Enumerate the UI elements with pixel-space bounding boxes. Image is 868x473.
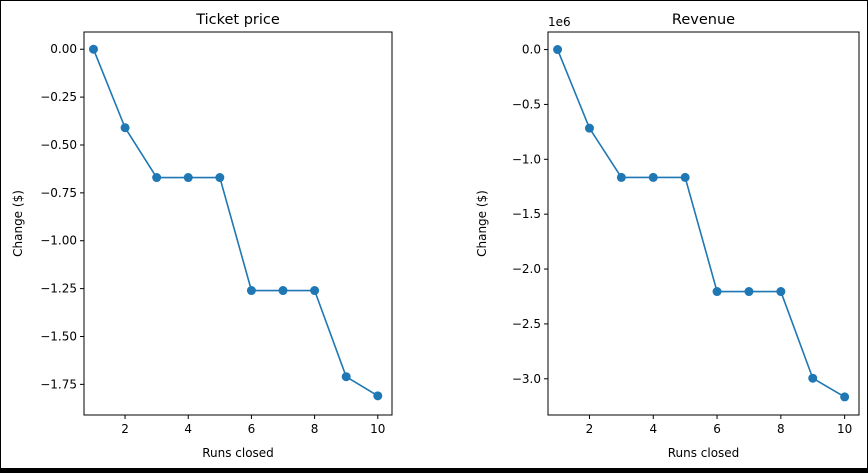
data-point [584, 123, 594, 133]
x-tick-label: 2 [121, 422, 129, 436]
series-line [92, 48, 379, 397]
series-line [556, 49, 846, 398]
y-tick-label: −1.25 [40, 282, 77, 296]
chart-panel-1: 2 4 6 8 10 0.00 −0.25 −0.50 −0.75 −1.00 −1.25 −1.50… [11, 12, 393, 460]
data-point [341, 372, 351, 382]
y-tick-label: −1.75 [40, 377, 77, 391]
y-tick-label: −0.25 [40, 90, 77, 104]
data-point [183, 173, 193, 183]
y-tick-label: −0.50 [40, 138, 77, 152]
y-tick-label: −2.0 [512, 262, 541, 276]
data-point [152, 173, 162, 183]
y-tick-label: −1.5 [512, 207, 541, 221]
y-offset-label: 1e6 [548, 15, 571, 29]
data-point [215, 173, 225, 183]
x-axis-label: Runs closed [202, 446, 274, 460]
data-point [776, 287, 786, 297]
data-point [373, 391, 383, 401]
x-tick-label: 4 [184, 422, 192, 436]
x-tick-label: 6 [713, 422, 721, 436]
chart-title: Revenue [672, 12, 735, 28]
data-point [712, 287, 722, 297]
x-tick-label: 10 [370, 422, 385, 436]
x-axis-label: Runs closed [668, 446, 740, 460]
x-tick-label: 8 [777, 422, 785, 436]
data-point [310, 286, 320, 296]
x-tick-label: 8 [311, 422, 319, 436]
data-point [616, 172, 626, 182]
chart-panel-2: 2 4 6 8 10 0.0 −0.5 −1.0 −1.5 −2.0 −2.5 −3.0 1e6 Reve… [475, 12, 860, 460]
data-point [744, 287, 754, 297]
x-tick-label: 6 [248, 422, 256, 436]
data-point [840, 392, 850, 402]
y-tick-label: 0.00 [50, 42, 77, 56]
data-point [278, 286, 288, 296]
data-point [680, 172, 690, 182]
y-tick-label: −1.50 [40, 329, 77, 343]
x-tick-label: 10 [837, 422, 852, 436]
data-point [120, 123, 130, 133]
y-tick-label: 0.0 [522, 43, 541, 57]
y-tick-label: −0.5 [512, 97, 541, 111]
data-point [88, 44, 98, 54]
data-point [648, 172, 658, 182]
y-axis-label: Change ($) [11, 190, 25, 257]
y-tick-label: −2.5 [512, 317, 541, 331]
data-point [246, 286, 256, 296]
y-tick-label: −3.0 [512, 372, 541, 386]
y-tick-label: −1.0 [512, 152, 541, 166]
plot-frame [83, 31, 393, 416]
y-axis-label: Change ($) [475, 190, 489, 257]
y-tick-label: −0.75 [40, 186, 77, 200]
x-tick-label: 2 [586, 422, 594, 436]
chart-title: Ticket price [195, 12, 280, 28]
x-tick-label: 4 [649, 422, 657, 436]
data-point [553, 45, 563, 55]
plot-frame [547, 31, 860, 416]
y-tick-label: −1.00 [40, 234, 77, 248]
data-point [808, 373, 818, 383]
